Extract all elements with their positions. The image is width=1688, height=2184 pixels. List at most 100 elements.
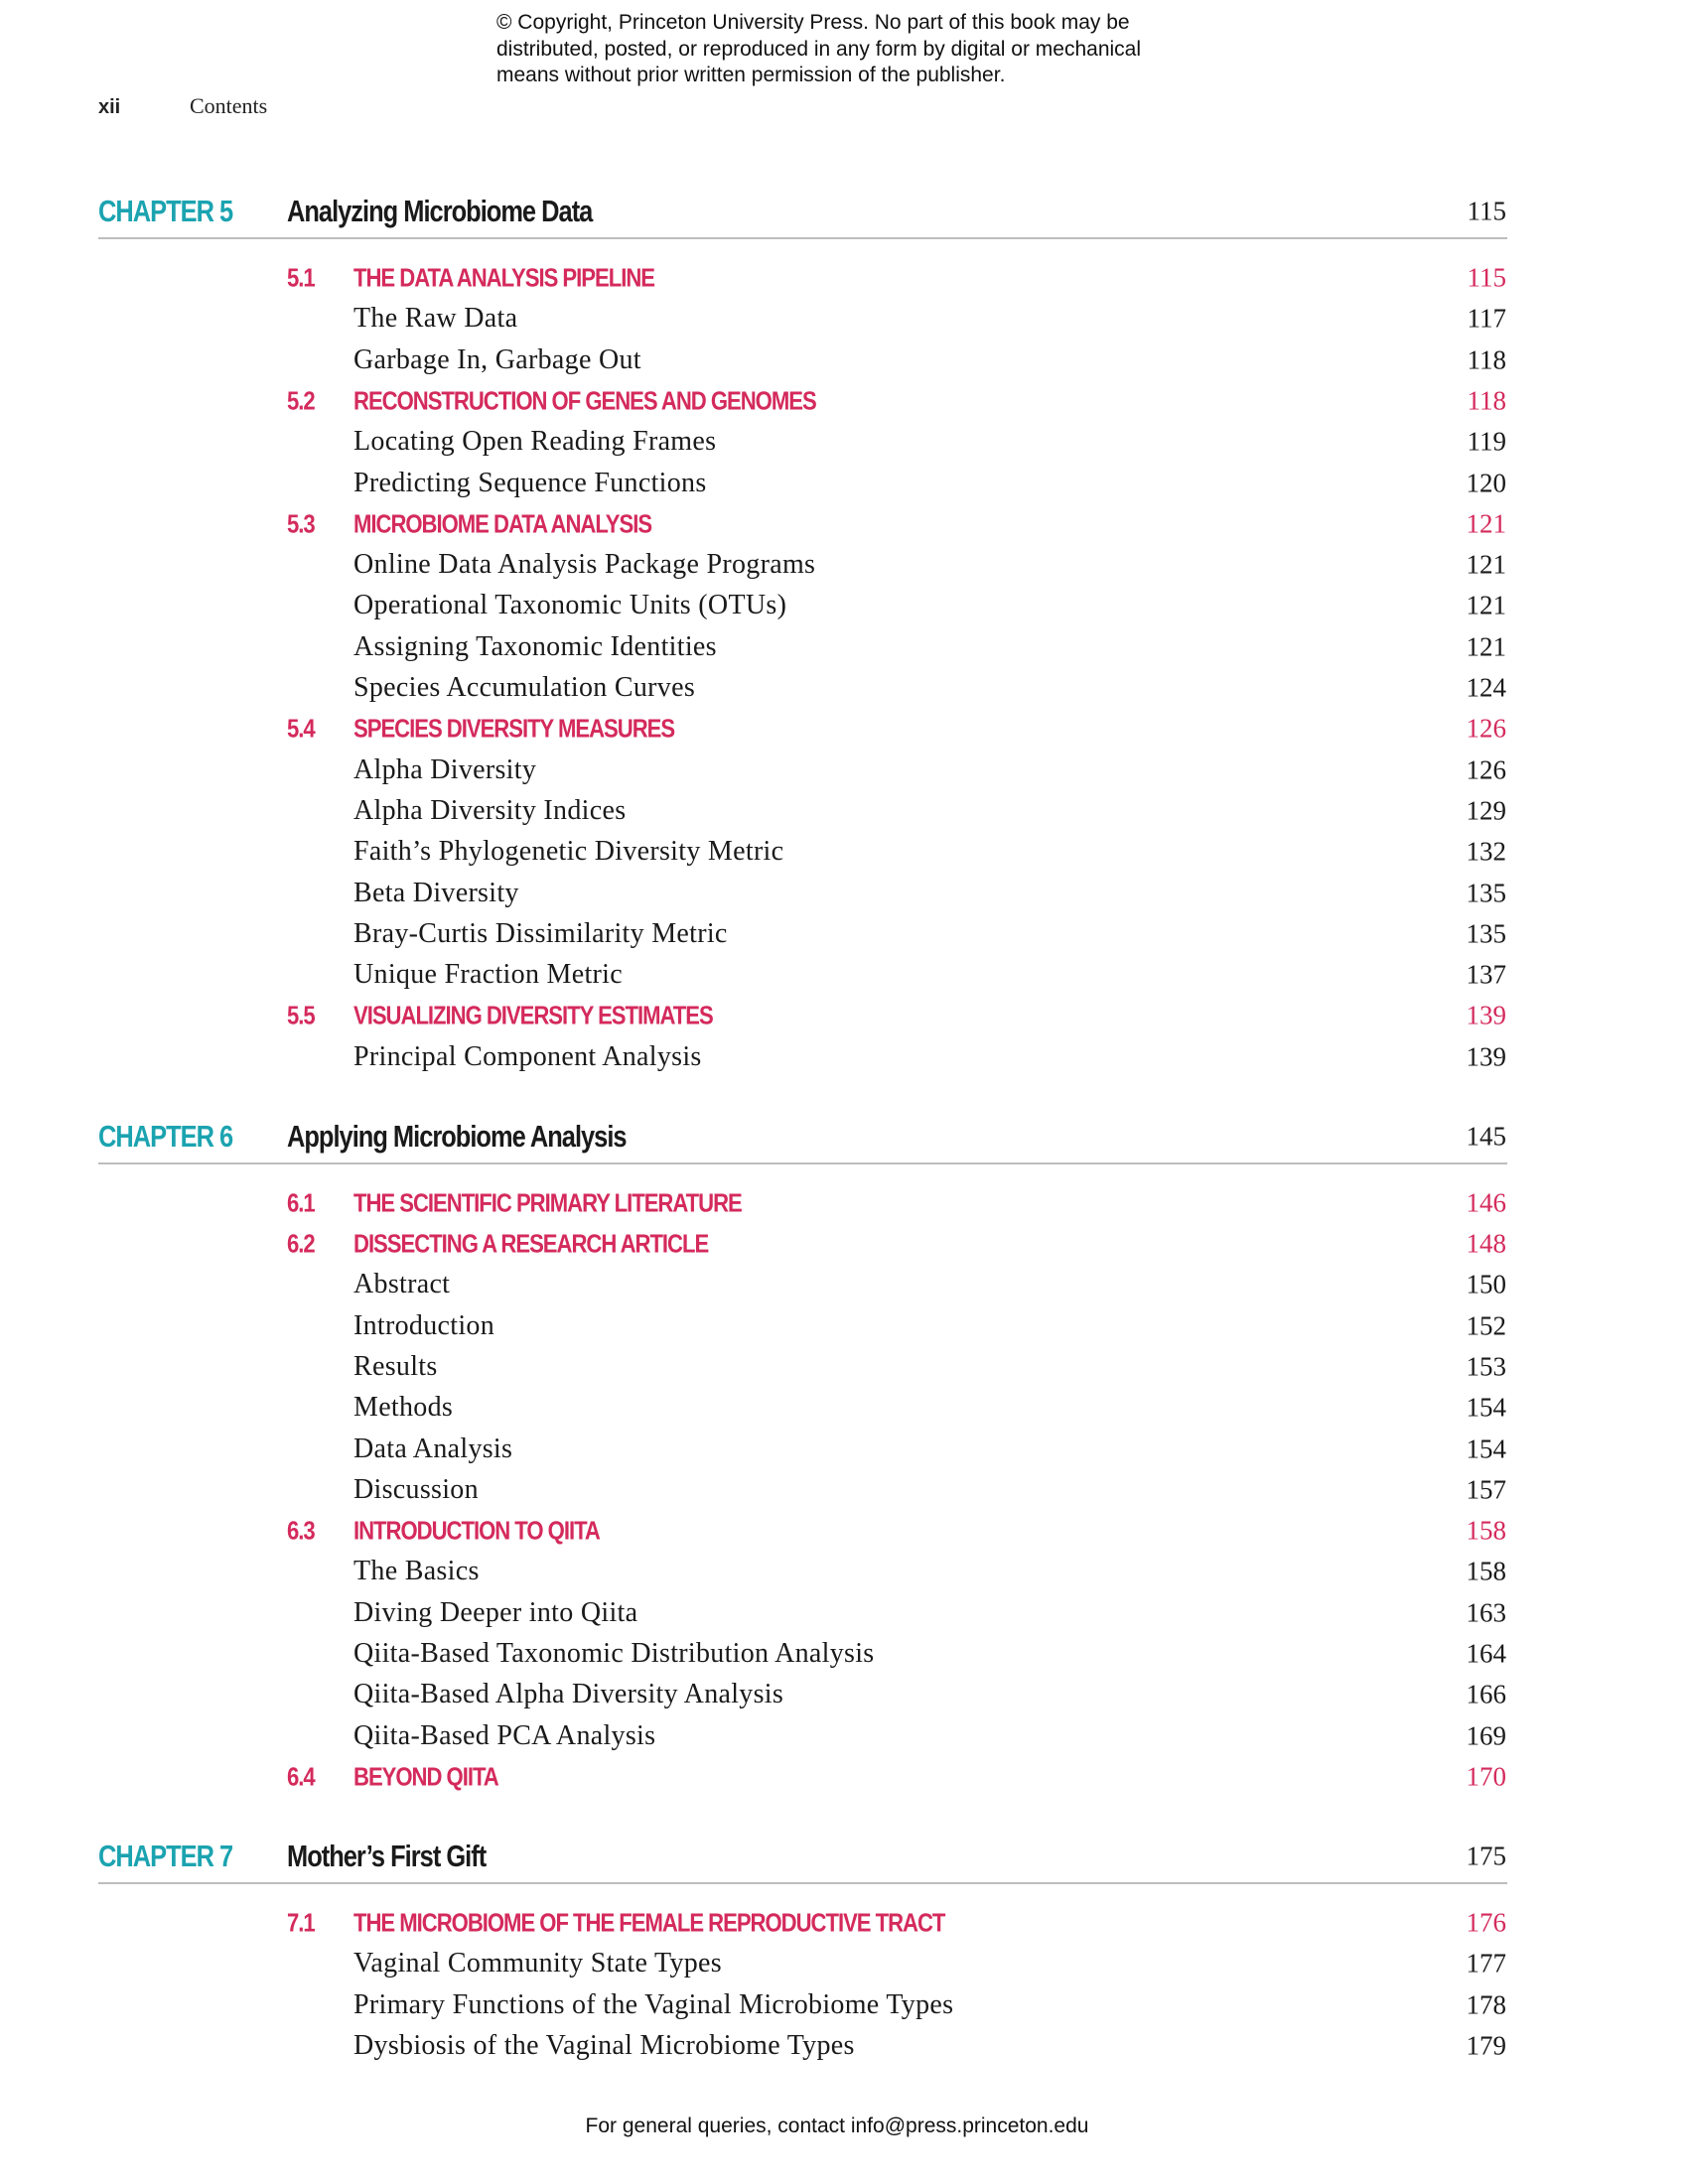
section-page-number: 170 xyxy=(1466,1761,1507,1792)
section-page-number: 115 xyxy=(1467,262,1507,293)
section-number: 6.4 xyxy=(287,1761,316,1792)
subsection-title: Abstract xyxy=(353,1269,451,1300)
chapter-divider xyxy=(98,237,1507,239)
subsection-entry: Data Analysis 154 xyxy=(0,1430,1688,1469)
section-entry: 6.4 BEYOND QIITA 170 xyxy=(0,1757,1688,1797)
subsection-title: Species Accumulation Curves xyxy=(353,672,696,703)
subsection-page-number: 163 xyxy=(1466,1597,1507,1628)
section-title: SPECIES DIVERSITY MEASURES xyxy=(353,713,675,744)
subsection-entry: Unique Fraction Metric 137 xyxy=(0,955,1688,995)
subsection-title: Online Data Analysis Package Programs xyxy=(353,549,816,581)
copyright-line: distributed, posted, or reproduced in an… xyxy=(496,37,1142,61)
section-entry: 7.1 THE MICROBIOME OF THE FEMALE REPRODUC… xyxy=(0,1903,1688,1943)
subsection-title: Qiita-Based Taxonomic Distribution Analy… xyxy=(353,1638,875,1669)
subsection-title: Alpha Diversity Indices xyxy=(353,794,627,826)
subsection-entry: Methods 154 xyxy=(0,1388,1688,1428)
chapter-title: Mother’s First Gift xyxy=(287,1838,487,1873)
subsection-page-number: 166 xyxy=(1466,1679,1507,1709)
subsection-title: Bray-Curtis Dissimilarity Metric xyxy=(353,917,728,949)
section-entry: 5.4 SPECIES DIVERSITY MEASURES 126 xyxy=(0,709,1688,749)
section-entry: 6.1 THE SCIENTIFIC PRIMARY LITERATURE 146 xyxy=(0,1183,1688,1223)
subsection-entry: Discussion 157 xyxy=(0,1470,1688,1510)
section-page-number: 176 xyxy=(1466,1907,1507,1938)
subsection-page-number: 119 xyxy=(1467,426,1507,457)
section-page-number: 139 xyxy=(1466,1000,1507,1030)
subsection-entry: Qiita-Based Alpha Diversity Analysis 166 xyxy=(0,1675,1688,1714)
subsection-title: Garbage In, Garbage Out xyxy=(353,343,641,375)
section-entry: 5.5 VISUALIZING DIVERSITY ESTIMATES 139 xyxy=(0,996,1688,1035)
section-number: 5.2 xyxy=(287,385,316,416)
chapter-divider xyxy=(98,1881,1507,1884)
chapter-page-number: 175 xyxy=(1466,1841,1507,1871)
subsection-entry: The Raw Data 117 xyxy=(0,299,1688,339)
subsection-page-number: 153 xyxy=(1466,1351,1507,1382)
subsection-page-number: 135 xyxy=(1466,918,1507,949)
section-title: THE SCIENTIFIC PRIMARY LITERATURE xyxy=(353,1187,743,1218)
copyright-notice: © Copyright, Princeton University Press.… xyxy=(496,10,1141,89)
subsection-title: Data Analysis xyxy=(353,1433,513,1464)
chapter-heading: CHAPTER 5 Analyzing Microbiome Data 115 xyxy=(0,192,1688,231)
subsection-entry: Beta Diversity 135 xyxy=(0,874,1688,913)
subsection-page-number: 178 xyxy=(1466,1989,1507,2019)
section-title: RECONSTRUCTION OF GENES AND GENOMES xyxy=(353,385,817,416)
subsection-page-number: 139 xyxy=(1466,1041,1507,1072)
subsection-page-number: 129 xyxy=(1466,795,1507,826)
subsection-page-number: 135 xyxy=(1466,878,1507,907)
section-entry: 5.2 RECONSTRUCTION OF GENES AND GENOMES 11… xyxy=(0,381,1688,421)
subsection-page-number: 137 xyxy=(1466,959,1507,990)
section-title: DISSECTING A RESEARCH ARTICLE xyxy=(353,1228,709,1259)
subsection-title: Primary Functions of the Vaginal Microbi… xyxy=(353,1988,954,2020)
subsection-entry: Operational Taxonomic Units (OTUs) 121 xyxy=(0,586,1688,625)
copyright-line: means without prior written permission o… xyxy=(496,64,1006,86)
subsection-title: Qiita-Based Alpha Diversity Analysis xyxy=(353,1679,784,1710)
subsection-entry: Garbage In, Garbage Out 118 xyxy=(0,341,1688,380)
subsection-title: Faith’s Phylogenetic Diversity Metric xyxy=(353,836,784,868)
subsection-page-number: 121 xyxy=(1466,631,1507,662)
section-page-number: 121 xyxy=(1466,508,1507,539)
chapter-page-number: 115 xyxy=(1467,196,1507,226)
subsection-entry: Diving Deeper into Qiita 163 xyxy=(0,1593,1688,1633)
chapter-label: CHAPTER 5 xyxy=(98,194,233,228)
subsection-page-number: 179 xyxy=(1466,2030,1507,2061)
subsection-entry: Online Data Analysis Package Programs 121 xyxy=(0,545,1688,585)
subsection-title: Principal Component Analysis xyxy=(353,1040,702,1072)
subsection-title: Methods xyxy=(353,1392,454,1424)
section-title: THE DATA ANALYSIS PIPELINE xyxy=(353,262,655,293)
section-entry: 6.3 INTRODUCTION TO QIITA 158 xyxy=(0,1511,1688,1551)
subsection-entry: Primary Functions of the Vaginal Microbi… xyxy=(0,1985,1688,2025)
subsection-page-number: 150 xyxy=(1466,1269,1507,1299)
section-page-number: 146 xyxy=(1466,1187,1507,1218)
section-page-number: 158 xyxy=(1466,1515,1507,1546)
chapter-divider xyxy=(98,1161,1507,1164)
section-page-number: 118 xyxy=(1467,385,1507,416)
section-number: 6.1 xyxy=(287,1187,316,1218)
section-number: 5.5 xyxy=(287,1000,316,1030)
section-number: 7.1 xyxy=(287,1907,316,1938)
footer-contact: For general queries, contact info@press.… xyxy=(585,2115,1089,2137)
chapter-title: Analyzing Microbiome Data xyxy=(287,194,593,228)
subsection-title: Results xyxy=(353,1350,438,1382)
chapter-title: Applying Microbiome Analysis xyxy=(287,1118,628,1154)
subsection-title: The Basics xyxy=(353,1556,480,1587)
chapter-page-number: 145 xyxy=(1466,1121,1507,1152)
subsection-page-number: 164 xyxy=(1466,1638,1507,1669)
subsection-title: Dysbiosis of the Vaginal Microbiome Type… xyxy=(353,2029,855,2061)
section-title: VISUALIZING DIVERSITY ESTIMATES xyxy=(353,1000,714,1030)
subsection-entry: Faith’s Phylogenetic Diversity Metric 132 xyxy=(0,832,1688,872)
chapter-label: CHAPTER 6 xyxy=(98,1118,233,1154)
subsection-title: Operational Taxonomic Units (OTUs) xyxy=(353,590,787,621)
subsection-page-number: 157 xyxy=(1466,1474,1507,1505)
subsection-page-number: 152 xyxy=(1466,1310,1507,1341)
subsection-entry: Species Accumulation Curves 124 xyxy=(0,668,1688,708)
subsection-title: Alpha Diversity xyxy=(353,753,537,785)
section-number: 6.2 xyxy=(287,1228,316,1259)
section-entry: 5.1 THE DATA ANALYSIS PIPELINE 115 xyxy=(0,258,1688,298)
chapter-heading: CHAPTER 7 Mother’s First Gift 175 xyxy=(0,1837,1688,1876)
section-number: 5.1 xyxy=(287,262,316,293)
subsection-title: Assigning Taxonomic Identities xyxy=(353,630,717,662)
subsection-entry: Abstract 150 xyxy=(0,1265,1688,1304)
subsection-entry: Alpha Diversity 126 xyxy=(0,751,1688,790)
section-number: 5.4 xyxy=(287,713,316,744)
subsection-page-number: 154 xyxy=(1466,1433,1507,1463)
running-head-title: Contents xyxy=(190,93,268,118)
